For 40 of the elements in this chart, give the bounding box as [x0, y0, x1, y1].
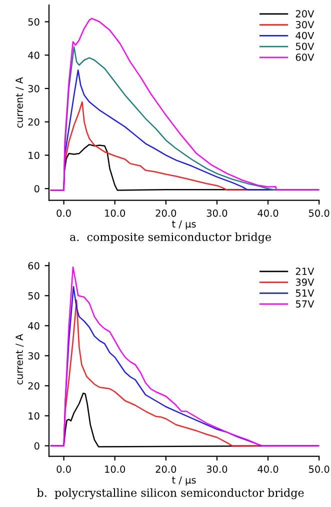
x-axis-title: t / µs — [172, 476, 196, 486]
legend-label: 21V — [296, 268, 314, 275]
y-tick-label: 0 — [34, 442, 40, 450]
x-tick-label: 20.0 — [156, 466, 176, 473]
legend-label: 40V — [296, 32, 314, 40]
y-axis-title: current / A — [16, 77, 24, 128]
y-tick-label: 40 — [28, 52, 40, 59]
legend-label: 20V — [296, 10, 314, 18]
x-tick-label: 0.0 — [56, 209, 71, 217]
text: b. polycrystalline silicon semiconductor bridge — [37, 488, 304, 500]
legend-label: 57V — [296, 300, 314, 308]
text: a. composite semiconductor bridge — [70, 232, 271, 244]
y-tick-label: 40 — [28, 322, 40, 330]
x-tick-label: 10.0 — [105, 466, 126, 473]
legend-label: 60V — [296, 54, 314, 61]
y-tick-label: 60 — [28, 262, 40, 270]
legend-label: 51V — [296, 290, 314, 297]
x-tick-label: 20.0 — [156, 209, 176, 217]
x-tick-label: 50.0 — [309, 209, 330, 217]
legend-label: 39V — [296, 278, 314, 286]
y-tick-label: 10 — [28, 152, 40, 160]
x-axis-title: t / µs — [172, 220, 196, 230]
y-tick-label: 30 — [28, 352, 40, 360]
x-tick-label: 30.0 — [206, 466, 228, 473]
legend-label: 50V — [296, 42, 314, 50]
y-tick-label: 0 — [34, 185, 40, 192]
x-tick-label: 0.0 — [56, 466, 71, 473]
y-tick-label: 50 — [28, 18, 40, 26]
x-tick-label: 40.0 — [258, 209, 278, 217]
x-tick-label: 30.0 — [206, 209, 228, 217]
y-axis-title: current / A — [16, 334, 24, 385]
x-tick-label: 50.0 — [309, 466, 330, 473]
y-tick-label: 50 — [28, 292, 40, 300]
y-tick-label: 20 — [28, 118, 40, 126]
x-tick-label: 10.0 — [105, 209, 126, 217]
x-tick-label: 40.0 — [258, 466, 278, 473]
y-tick-label: 20 — [28, 382, 40, 390]
y-tick-label: 30 — [28, 84, 40, 92]
y-tick-label: 10 — [28, 412, 40, 420]
legend-label: 30V — [296, 20, 314, 28]
